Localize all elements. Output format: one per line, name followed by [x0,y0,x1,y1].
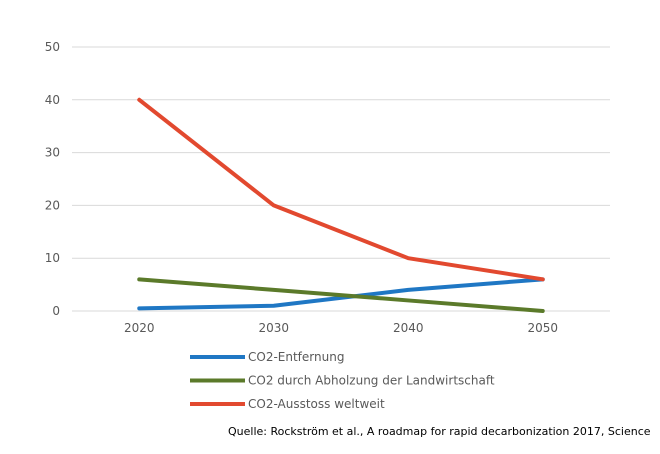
series-line-3 [137,97,545,282]
y-tick-label: 30 [45,146,60,160]
y-tick-label: 50 [45,40,60,54]
x-tick-label: 2050 [527,321,558,335]
x-tick-label: 2030 [258,321,289,335]
series-line-2 [137,277,545,313]
y-tick-label: 20 [45,198,60,212]
y-tick-label: 0 [52,304,60,318]
legend-label: CO2 durch Abholzung der Landwirtschaft [248,374,495,388]
source-note: Quelle: Rockström et al., A roadmap for … [228,425,651,438]
legend-label: CO2-Ausstoss weltweit [248,397,385,411]
x-tick-label: 2040 [393,321,424,335]
series-line-1 [137,277,545,311]
legend-label: CO2-Entfernung [248,350,344,364]
x-tick-label: 2020 [124,321,155,335]
y-tick-label: 40 [45,93,60,107]
y-tick-label: 10 [45,251,60,265]
